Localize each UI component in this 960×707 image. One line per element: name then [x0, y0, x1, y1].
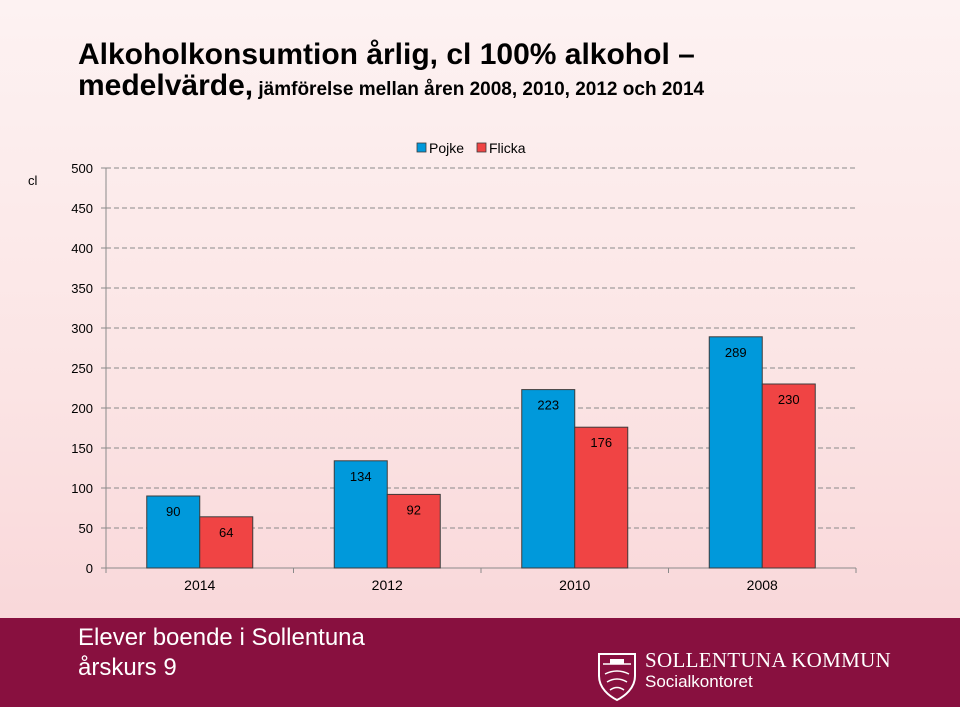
- y-tick-label: 100: [71, 481, 93, 496]
- bar-flicka-2008: [761, 383, 816, 569]
- org-department: Socialkontoret: [645, 672, 753, 691]
- data-label: 176: [590, 435, 612, 450]
- data-label: 223: [537, 398, 559, 413]
- bar-pojke-2012: [333, 460, 388, 569]
- slide-title: Alkoholkonsumtion årlig, cl 100% alkohol…: [78, 38, 938, 102]
- data-label: 134: [350, 469, 372, 484]
- x-tick-label: 2012: [372, 577, 403, 593]
- data-label: 90: [166, 504, 180, 519]
- data-label: 92: [407, 502, 421, 517]
- data-label: 289: [725, 345, 747, 360]
- y-tick-label: 450: [71, 201, 93, 216]
- y-tick-label: 350: [71, 281, 93, 296]
- data-labels: 90 64 134 92 223 176 289 230: [166, 345, 800, 540]
- footer-banner: Elever boende i Sollentuna årskurs 9 SOL…: [0, 618, 960, 707]
- footer-line-1: Elever boende i Sollentuna: [78, 624, 365, 651]
- data-label: 64: [219, 525, 233, 540]
- title-line-2-rest: jämförelse mellan åren 2008, 2010, 2012 …: [253, 78, 705, 100]
- axes: 0 50 100 150 200 250 300 350 400 450 500 cl 2014 2012…: [28, 161, 857, 593]
- legend-label: Pojke: [429, 140, 464, 156]
- legend-label: Flicka: [489, 140, 526, 156]
- y-tick-label: 150: [71, 441, 93, 456]
- y-tick-label: 50: [79, 521, 93, 536]
- y-tick-label: 400: [71, 241, 93, 256]
- y-tick-label: 200: [71, 401, 93, 416]
- bar-flicka-2010: [574, 426, 629, 569]
- legend-swatch: [476, 142, 487, 153]
- x-tick-label: 2008: [747, 577, 778, 593]
- bar-flicka-2014: [199, 516, 254, 569]
- title-line-2: medelvärde, jämförelse mellan åren 2008,…: [78, 68, 938, 102]
- legend: Pojke Flicka: [416, 140, 526, 156]
- bar-chart: 0 50 100 150 200 250 300 350 400 450 500 cl 2014 2012…: [28, 140, 857, 593]
- x-tick-label: 2014: [184, 577, 215, 593]
- y-tick-label: 250: [71, 361, 93, 376]
- title-line-2-bold: medelvärde,: [78, 68, 254, 102]
- bar-pojke-2008: [708, 336, 763, 569]
- coat-of-arms-icon: [598, 653, 636, 702]
- footer-line-2: årskurs 9: [78, 654, 177, 681]
- data-label: 230: [778, 392, 800, 407]
- x-tick-label: 2010: [559, 577, 590, 593]
- y-tick-label: 300: [71, 321, 93, 336]
- bars: [146, 336, 816, 569]
- bar-flicka-2012: [386, 493, 441, 569]
- y-tick-label: 0: [86, 561, 93, 576]
- bar-pojke-2010: [521, 389, 576, 569]
- title-line-1: Alkoholkonsumtion årlig, cl 100% alkohol…: [78, 38, 695, 71]
- y-tick-label: 500: [71, 161, 93, 176]
- bar-pojke-2014: [146, 495, 201, 569]
- y-axis-label: cl: [28, 173, 38, 188]
- legend-swatch: [416, 142, 427, 153]
- org-name: SOLLENTUNA KOMMUN: [645, 648, 892, 672]
